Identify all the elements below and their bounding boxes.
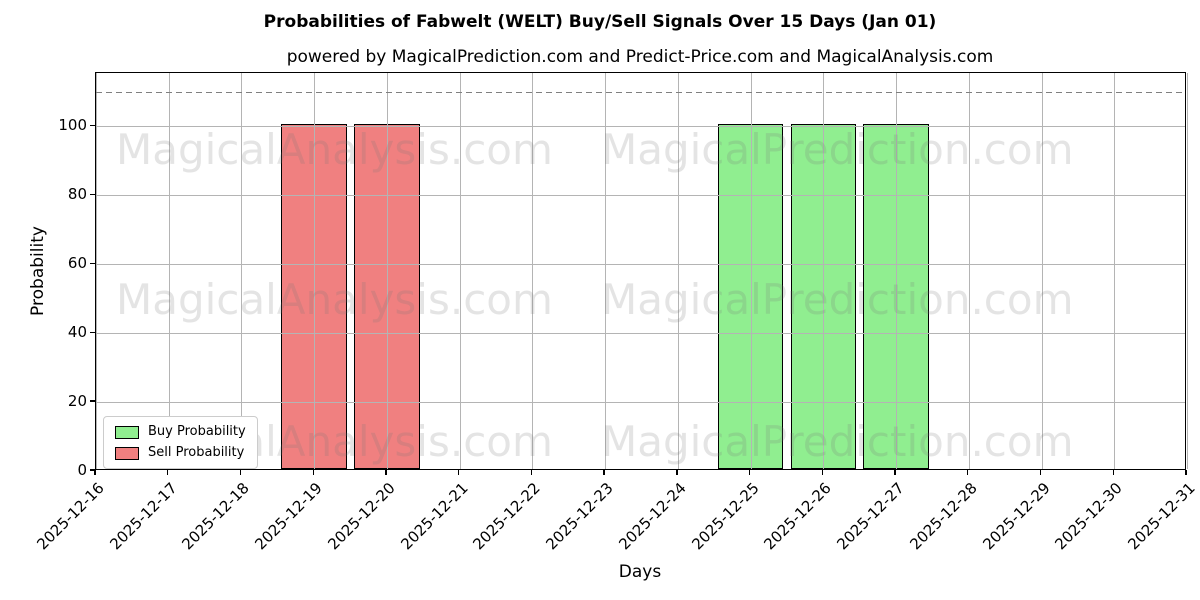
threshold-line [96,91,1185,94]
y-tick-label-0: 0 [77,461,87,479]
bar-buy-2025-12-26 [790,124,857,469]
gridline-x-2025-12-22 [532,73,534,469]
chart-subtitle: powered by MagicalPrediction.com and Pre… [286,47,994,67]
x-tick-2025-12-25 [748,470,751,475]
x-tick-2025-12-30 [1112,470,1114,475]
gridline-x-2025-12-30 [1114,73,1116,469]
y-tick-60 [90,262,95,264]
x-tick-label-2025-12-16: 2025-12-16 [33,479,108,554]
x-tick-2025-12-18 [239,470,242,475]
gridline-x-2025-12-18 [241,73,243,469]
gridline-x-2025-12-20 [386,73,388,469]
y-tick-80 [90,193,95,195]
y-tick-label-60: 60 [67,254,87,273]
x-tick-2025-12-31 [1185,470,1187,475]
gridline-y-100 [96,126,1185,128]
bar-buy-2025-12-27 [863,124,929,469]
legend-item-sell: Sell Probability [115,445,246,461]
legend-label-sell: Sell Probability [148,445,245,460]
y-tick-label-40: 40 [67,323,87,342]
y-tick-100 [90,124,95,127]
gridline-x-2025-12-27 [896,73,898,469]
watermark-prediction-1: MagicalPrediction.com [601,125,1074,174]
x-tick-2025-12-21 [458,470,460,475]
legend: Buy Probability Sell Probability [103,416,258,469]
y-tick-20 [90,400,95,402]
gridline-x-2025-12-28 [968,73,970,469]
x-tick-2025-12-26 [821,470,823,475]
x-axis-label: Days [618,562,662,582]
gridline-y-20 [96,402,1185,404]
gridline-x-2025-12-24 [677,73,679,469]
x-tick-2025-12-24 [676,470,678,475]
gridline-x-2025-12-25 [750,73,752,469]
gridline-y-80 [96,195,1185,197]
x-tick-2025-12-20 [385,470,387,475]
x-tick-2025-12-28 [967,470,969,475]
x-tick-2025-12-27 [894,470,896,475]
watermark-analysis-2: MagicalAnalysis.com [116,275,553,324]
x-tick-2025-12-22 [530,470,533,475]
y-tick-40 [90,331,95,333]
legend-item-buy: Buy Probability [115,424,246,440]
bar-buy-2025-12-25 [717,124,784,469]
gridline-y-60 [96,264,1185,266]
y-tick-label-80: 80 [67,185,87,204]
legend-swatch-sell [115,446,139,460]
gridline-x-2025-12-16 [96,73,97,469]
watermark-prediction-2: MagicalPrediction.com [601,275,1074,324]
gridline-x-2025-12-21 [459,73,461,469]
gridline-x-2025-12-17 [168,73,170,469]
legend-label-buy: Buy Probability [148,424,246,439]
x-tick-2025-12-17 [167,470,169,475]
gridline-x-2025-12-31 [1187,73,1188,469]
plot-area: MagicalAnalysis.com MagicalPrediction.com… [95,72,1188,470]
chart-title: Probabilities of Fabwelt (WELT) Buy/Sell… [263,12,937,32]
x-tick-2025-12-16 [94,470,96,475]
x-tick-2025-12-19 [312,470,314,475]
y-axis-label: Probability [28,226,48,316]
gridline-x-2025-12-26 [823,73,825,469]
watermark-prediction-3: MagicalPrediction.com [601,417,1074,466]
y-tick-label-100: 100 [58,116,87,135]
gridline-x-2025-12-23 [605,73,607,469]
x-tick-2025-12-29 [1039,470,1042,475]
y-tick-label-20: 20 [67,392,87,411]
x-tick-2025-12-23 [603,470,605,475]
watermark-analysis-1: MagicalAnalysis.com [116,125,553,174]
y-tick-0 [90,469,95,471]
legend-swatch-buy [115,425,139,439]
gridline-x-2025-12-19 [314,73,316,469]
gridline-y-40 [96,333,1185,335]
gridline-x-2025-12-29 [1041,73,1043,469]
